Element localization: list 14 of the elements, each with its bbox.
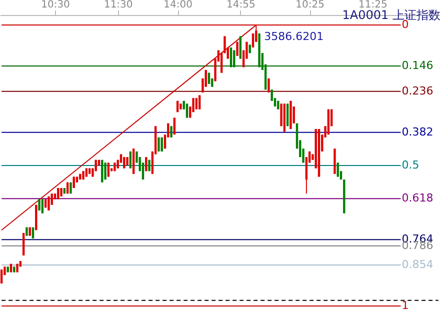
x-tick-label: 11:25 (358, 0, 388, 10)
x-tick-label: 10:30 (41, 0, 70, 10)
x-tick-label: 14:55 (226, 0, 256, 10)
ref-line-label: 0.5 (402, 158, 420, 172)
annotation: 3586.6201 (264, 30, 324, 43)
ref-line-label: 1 (402, 299, 409, 312)
ref-line-label: 0.382 (402, 125, 434, 138)
x-tick-label: 14:00 (164, 0, 192, 10)
ref-line-label: 0.854 (402, 258, 434, 271)
x-tick-label: 11:30 (104, 0, 133, 10)
ref-line-label: 0.146 (402, 59, 434, 72)
ref-line-label: 0.618 (402, 192, 434, 205)
x-tick-label: 10:25 (296, 0, 324, 10)
ref-line-label: 0.236 (402, 84, 434, 98)
